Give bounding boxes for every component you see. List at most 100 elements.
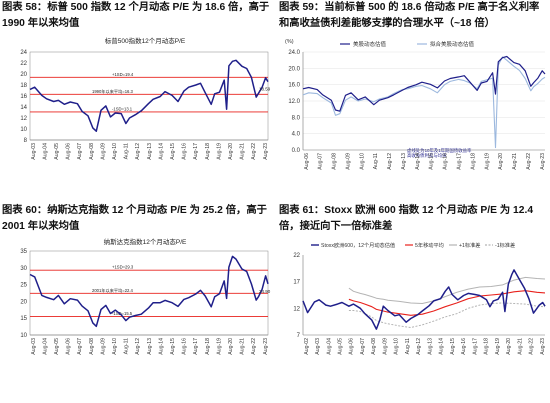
x-tick-label: Aug-08 [89,143,95,160]
x-tick-label: Aug-18 [205,338,211,355]
x-tick-label: Aug-04 [326,338,332,355]
reference-label: +1SD=29.3 [112,265,134,270]
legend-label-3: -1标准差 [495,241,515,249]
y-tick-label: 20 [20,299,27,305]
legend-label-0: 美股动态估值 [353,40,387,48]
x-tick-label: Aug-23 [263,338,269,355]
y-tick-label: 8 [24,138,28,144]
x-tick-label: Aug-09 [100,143,106,160]
y-tick-label: 18 [20,83,27,89]
x-tick-label: Aug-14 [439,338,445,355]
chart-panel-58: 图表 58：标普 500 指数 12 个月动态 P/E 为 18.6 倍，高于 … [0,0,273,200]
x-tick-label: Aug-23 [263,143,269,160]
x-tick-label: Aug-19 [216,338,222,355]
y-tick-label: 24 [20,50,27,56]
y-tick-label: 16 [20,94,27,100]
x-tick-label: Aug-12 [135,338,141,355]
x-tick-label: Aug-15 [450,338,456,355]
y-tick-label: 12 [20,116,27,122]
x-tick-label: Aug-06 [66,338,72,355]
x-tick-label: Aug-09 [100,338,106,355]
x-tick-label: Aug-20 [498,153,504,170]
y-tick-label: 20 [20,72,27,78]
x-tick-label: Aug-11 [405,338,411,354]
chart-caption: 图表 59：当前标普 500 的 18.6 倍动态 P/E 高于名义利率和高收益… [279,2,540,29]
annotation-line-1: 虚线处为10年及1年期国债收益率 [407,147,472,154]
x-tick-label: Aug-13 [147,338,153,355]
x-tick-label: Aug-06 [349,338,355,355]
x-tick-label: Aug-08 [89,338,95,355]
pe-chart-sp500-fitted: (%) 美股动态估值 拟合美股动态估值 虚线处为10年及1年期国债收益率 高收益… [285,39,546,170]
x-tick-label: Aug-10 [394,338,400,355]
x-tick-label: Aug-08 [332,153,338,170]
pe-chart-stoxx600: Stoxx欧洲600，12个月动态估值 5年移动平均 +1标准差 -1标准差 7… [293,241,546,355]
y-tick-label: 22 [293,253,300,259]
x-tick-label: Aug-22 [251,143,257,160]
x-tick-label: Aug-16 [461,338,467,355]
x-tick-label: Aug-17 [472,338,478,355]
reference-label: +1SD=19.4 [112,72,134,77]
x-tick-label: Aug-16 [182,338,188,355]
plot-frame [29,51,269,141]
x-tick-label: Aug-21 [240,143,246,160]
x-tick-label: Aug-07 [77,338,83,355]
y-tick-label: 7 [297,333,301,339]
y-tick-label: 10 [20,333,27,339]
x-tick-label: Aug-07 [318,153,324,170]
reference-label: -1SD=15.5 [112,311,133,316]
chart-caption: 图表 61：Stoxx 欧洲 600 指数 12 个月动态 P/E 为 12.4… [279,205,534,232]
legend-label-1: 拟合美股动态估值 [430,40,475,48]
y-tick-label: 16.0 [288,83,300,89]
series-line-2 [348,276,546,304]
x-tick-label: Aug-09 [382,338,388,355]
y-tick-label: 0.0 [292,148,301,154]
x-tick-label: Aug-20 [228,338,234,355]
x-tick-label: Aug-13 [147,143,153,160]
x-tick-label: Aug-03 [31,338,37,355]
x-tick-label: Aug-05 [54,338,60,355]
x-tick-label: Aug-18 [470,153,476,170]
x-tick-label: Aug-03 [315,338,321,355]
x-tick-label: Aug-21 [240,338,246,355]
series-line-0 [302,269,546,330]
x-tick-label: Aug-21 [517,338,523,355]
x-tick-label: Aug-10 [112,338,118,355]
x-tick-label: Aug-23 [540,153,546,170]
x-tick-label: Aug-14 [158,338,164,355]
y-tick-label: 22 [20,61,27,67]
x-tick-label: Aug-15 [429,153,435,170]
chart-panel-59: 图表 59：当前标普 500 的 18.6 倍动态 P/E 高于名义利率和高收益… [277,0,550,200]
x-tick-label: Aug-19 [495,338,501,355]
x-tick-label: Aug-05 [338,338,344,355]
x-tick-label: Aug-06 [66,143,72,160]
x-tick-label: Aug-23 [540,338,546,355]
x-tick-label: Aug-02 [304,338,310,355]
x-tick-label: Aug-22 [529,338,535,355]
x-tick-label: Aug-06 [304,153,310,170]
series-line-0 [29,255,269,328]
x-tick-label: Aug-20 [228,143,234,160]
x-tick-label: Aug-22 [526,153,532,170]
x-tick-label: Aug-20 [506,338,512,355]
x-tick-label: Aug-17 [457,153,463,170]
y-tick-label: 15 [20,316,27,322]
y-tick-label: 14 [20,105,27,111]
x-tick-label: Aug-14 [158,143,164,160]
chart-title: 标普500指数12个月动态P/E [105,36,186,45]
x-tick-label: Aug-18 [484,338,490,355]
chart-panel-61: 图表 61：Stoxx 欧洲 600 指数 12 个月动态 P/E 为 12.4… [277,203,550,403]
y-tick-label: 17 [293,280,300,286]
x-tick-label: Aug-16 [182,143,188,160]
x-tick-label: Aug-14 [415,153,421,170]
x-tick-label: Aug-10 [112,143,118,160]
pe-chart-nasdaq: 纳斯达克指数12个月动态P/E 10 15 20 25 30 35 Aug-03 Aug-04… [20,237,270,355]
chart-caption: 图表 60：纳斯达克指数 12 个月动态 P/E 为 25.2 倍，高于 200… [2,205,267,232]
y-tick-label: 30 [20,266,27,272]
x-tick-label: Aug-18 [205,143,211,160]
y-tick-label: 25 [20,283,27,289]
annotation-line-2: 高收益债利差与均值 [407,152,447,159]
y-tick-label: 35 [20,249,27,255]
x-tick-label: Aug-04 [42,338,48,355]
legend-label-2: +1标准差 [459,241,480,249]
y-axis-unit: (%) [285,39,294,45]
